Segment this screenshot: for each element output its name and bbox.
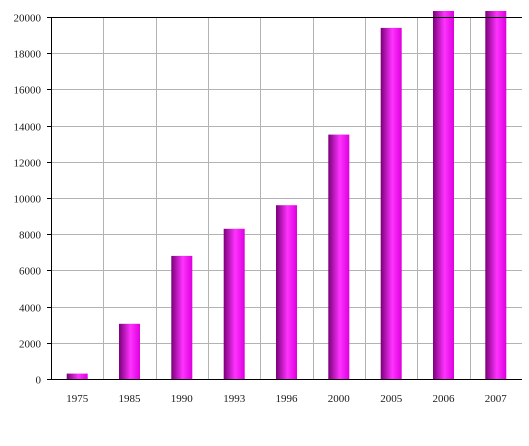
x-tick-label: 1996: [276, 393, 299, 405]
y-tick-label: 0: [36, 375, 42, 387]
y-tick-label: 16000: [14, 85, 42, 97]
bar-2000: [328, 134, 350, 379]
y-tick-label: 12000: [14, 158, 42, 170]
x-tick-label: 1993: [223, 393, 246, 405]
x-tick-label: 1975: [66, 393, 89, 405]
x-tick-labels: 1975 1985 1990 1993 1996 2000 2005 2006 2007: [66, 393, 507, 405]
bar-2005: [380, 27, 402, 380]
bar-1975: [66, 373, 88, 379]
bars: [66, 11, 507, 380]
y-tick-label: 14000: [14, 122, 42, 134]
x-tick-label: 2006: [433, 393, 456, 405]
x-tick-label: 2007: [485, 393, 508, 405]
x-tick-label: 1985: [119, 393, 142, 405]
bar-2007: [485, 11, 507, 379]
bar-2006: [433, 11, 454, 379]
y-tick-label: 8000: [19, 230, 42, 242]
y-tick-label: 10000: [14, 194, 42, 206]
bar-1985: [119, 323, 140, 379]
y-tick-label: 20000: [14, 13, 42, 25]
y-tick-label: 18000: [14, 49, 42, 61]
y-tick-label: 4000: [19, 303, 42, 315]
bar-1990: [171, 255, 193, 379]
x-tick-label: 2000: [328, 393, 351, 405]
y-tick-labels: 0 2000 4000 6000 8000 10000 12000 14000 16000 180…: [14, 13, 42, 387]
y-tick-label: 6000: [19, 266, 42, 278]
x-tick-label: 2005: [380, 393, 403, 405]
y-tick-label: 2000: [19, 339, 42, 351]
bar-1993: [223, 228, 245, 379]
axes: [51, 17, 522, 380]
bar-1996: [276, 205, 297, 379]
x-tick-label: 1990: [171, 393, 194, 405]
